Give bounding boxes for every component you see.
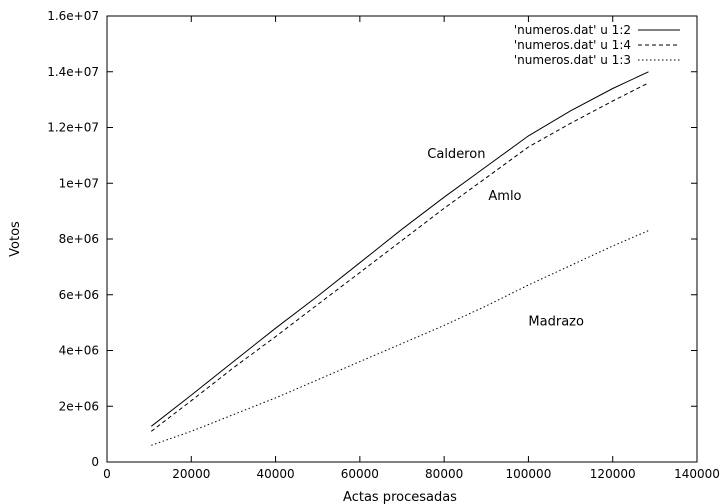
y-tick-label: 6e+06 bbox=[59, 288, 99, 302]
series-lines bbox=[150, 71, 649, 446]
y-tick-label: 2e+06 bbox=[59, 399, 99, 413]
axis-ticks: 0 20000 40000 60000 80000 100000 120000 140000 0… bbox=[47, 9, 720, 481]
x-tick-label: 140000 bbox=[674, 467, 720, 481]
annotation-label: Calderon bbox=[427, 147, 485, 162]
y-tick-label: 1.2e+07 bbox=[47, 121, 99, 135]
x-tick-label: 60000 bbox=[341, 467, 379, 481]
series-line-3 bbox=[151, 230, 649, 446]
y-tick-label: 4e+06 bbox=[59, 344, 99, 358]
x-tick-label: 40000 bbox=[256, 467, 294, 481]
x-tick-label: 80000 bbox=[425, 467, 463, 481]
legend-entry-label: 'numeros.dat' u 1:3 bbox=[514, 53, 631, 67]
annotations: Calderon Amlo Madrazo bbox=[427, 147, 584, 329]
plot-frame bbox=[106, 15, 698, 463]
y-tick-label: 8e+06 bbox=[59, 232, 99, 246]
y-tick-label: 0 bbox=[91, 455, 99, 469]
x-axis-label: Actas procesadas bbox=[343, 490, 457, 504]
annotation-label: Madrazo bbox=[528, 314, 584, 329]
series-line-1 bbox=[150, 71, 649, 427]
y-tick-label: 1.6e+07 bbox=[47, 9, 99, 23]
annotation-label: Amlo bbox=[488, 189, 521, 204]
x-tick-label: 0 bbox=[103, 467, 111, 481]
x-tick-label: 20000 bbox=[172, 467, 210, 481]
legend-entry-label: 'numeros.dat' u 1:4 bbox=[514, 38, 631, 52]
y-tick-label: 1e+07 bbox=[59, 176, 99, 190]
legend: 'numeros.dat' u 1:2'numeros.dat' u 1:4'n… bbox=[514, 23, 680, 67]
x-tick-label: 120000 bbox=[590, 467, 636, 481]
y-axis-label: Votos bbox=[8, 221, 23, 257]
legend-entry-label: 'numeros.dat' u 1:2 bbox=[514, 23, 631, 37]
series-line-2 bbox=[150, 82, 649, 432]
y-tick-label: 1.4e+07 bbox=[47, 65, 99, 79]
x-tick-label: 100000 bbox=[506, 467, 552, 481]
